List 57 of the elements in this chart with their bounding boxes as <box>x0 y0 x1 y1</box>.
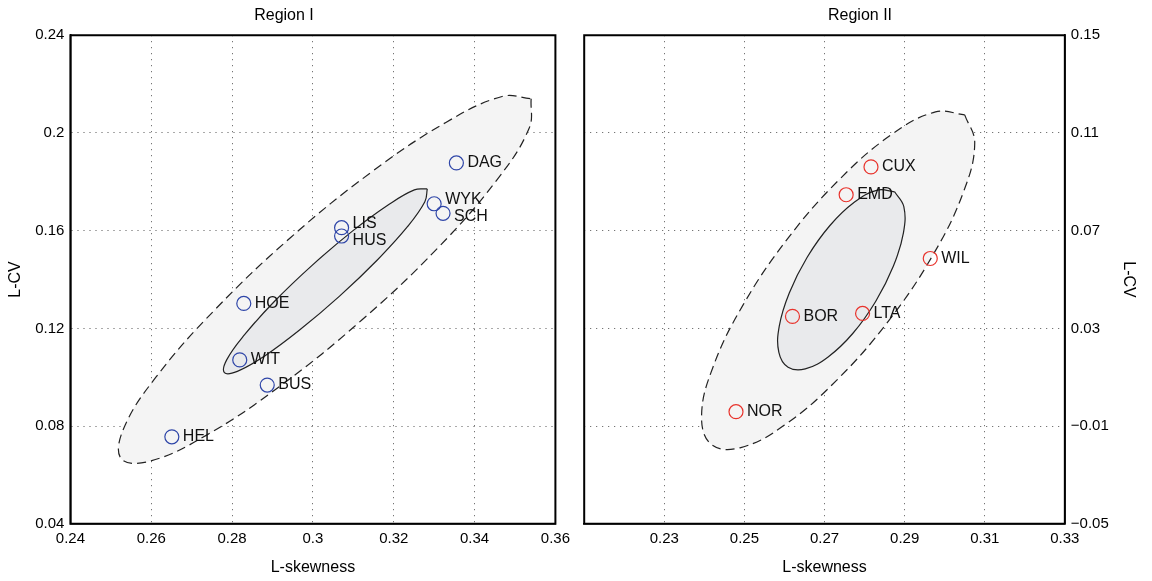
point <box>236 295 252 312</box>
data-label: WIL <box>941 248 970 266</box>
chart-title: Region II <box>827 6 893 24</box>
point <box>164 429 180 445</box>
x-tick-label: 0.33 <box>1050 528 1080 546</box>
y-tick-label: 0.2 <box>43 123 65 141</box>
annotation: DAG <box>467 153 503 171</box>
point <box>334 228 350 244</box>
y-tick-label: 0.12 <box>35 318 65 336</box>
x-tick-label: 0.23 <box>649 528 679 546</box>
data-label: LTA <box>873 303 901 321</box>
annotation: WYK <box>445 190 482 208</box>
data-label: CUX <box>881 157 917 175</box>
x-axis-title: L-skewness <box>782 557 867 575</box>
data-label: NOR <box>747 402 783 420</box>
x-tick-label: 0.36 <box>540 528 570 546</box>
x-tick-label: 0.27 <box>809 528 840 546</box>
point <box>435 205 451 221</box>
y2-tick-label: 0.11 <box>1070 123 1099 141</box>
annotation: HEL <box>182 427 215 445</box>
point <box>728 404 744 420</box>
annotation: SCH <box>454 207 488 225</box>
x-axis-title: L-skewness <box>270 557 356 575</box>
x-tick-label: 0.24 <box>55 528 85 546</box>
data-label: BOR <box>803 306 839 324</box>
x-tick-label: 0.26 <box>136 528 166 546</box>
y2-tick-label: 0.07 <box>1070 220 1101 238</box>
point <box>784 308 801 324</box>
y2-tick-label: −0.05 <box>1070 513 1109 531</box>
y-tick-label: 0.16 <box>35 220 65 238</box>
y-tick-label: 0.04 <box>35 513 65 531</box>
y2-tick-label: 0.03 <box>1070 318 1101 336</box>
annotation: BUS <box>278 375 312 393</box>
point <box>922 250 938 267</box>
x-tick-label: 0.3 <box>302 528 324 546</box>
x-tick-label: 0.25 <box>729 528 760 546</box>
point <box>334 220 350 236</box>
point <box>448 155 464 171</box>
x-tick-label: 0.31 <box>970 528 1000 546</box>
y2-tick-label: −0.01 <box>1070 416 1109 434</box>
x-tick-label: 0.28 <box>217 528 247 546</box>
annotation: HUS <box>352 230 387 248</box>
y2-tick-label: 0.15 <box>1070 25 1101 43</box>
point <box>259 377 275 393</box>
x-tick-label: 0.29 <box>890 528 920 546</box>
y2-axis-title: L-CV <box>1120 261 1138 299</box>
point <box>232 352 248 368</box>
point <box>854 305 871 322</box>
y-tick-label: 0.24 <box>35 25 65 43</box>
y-tick-label: 0.08 <box>35 416 65 434</box>
x-tick-label: 0.34 <box>459 528 490 546</box>
point <box>426 196 442 212</box>
chart-title: Region I <box>254 6 314 24</box>
point <box>838 187 854 203</box>
point <box>863 159 879 175</box>
y-axis-title: L-CV <box>6 260 24 298</box>
x-tick-label: 0.32 <box>379 528 409 546</box>
